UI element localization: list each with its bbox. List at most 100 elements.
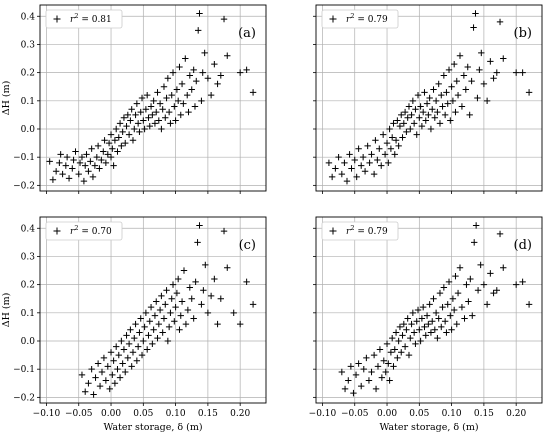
data-point [150, 97, 157, 105]
data-point [413, 131, 420, 138]
data-point [171, 318, 178, 325]
data-point [167, 120, 174, 127]
data-point [119, 128, 126, 136]
data-point [96, 382, 104, 390]
data-point [477, 261, 484, 269]
data-point [154, 334, 161, 342]
y-tick-label: −0.1 [13, 153, 35, 163]
data-point [392, 329, 400, 336]
data-point [351, 156, 358, 164]
data-point [110, 357, 117, 364]
data-point [345, 377, 352, 384]
data-point [129, 349, 137, 356]
data-point [398, 349, 405, 356]
data-point [112, 125, 120, 133]
legend-marker [329, 15, 337, 23]
data-point [364, 142, 371, 150]
panel-label: (d) [514, 238, 532, 253]
data-point [160, 83, 168, 90]
data-point [448, 326, 455, 333]
data-point [171, 103, 178, 110]
data-point [445, 278, 453, 286]
data-point [500, 55, 507, 62]
data-point [98, 156, 105, 164]
data-point [360, 365, 367, 373]
data-point [474, 287, 482, 294]
y-tick-label: −0.2 [13, 393, 35, 403]
data-point [178, 298, 186, 305]
data-point [370, 170, 378, 178]
axes-frame [39, 216, 267, 404]
data-point [436, 120, 444, 127]
x-tick-label: 0.05 [409, 409, 429, 419]
data-point [401, 343, 409, 350]
data-point [158, 292, 165, 300]
data-point [419, 303, 427, 311]
data-point [372, 385, 380, 393]
data-point [185, 108, 192, 116]
data-point [512, 281, 520, 288]
data-point [76, 159, 84, 167]
data-point [200, 287, 207, 294]
data-point [525, 89, 533, 96]
x-tick-label: 0.10 [166, 409, 186, 419]
data-point [133, 357, 141, 364]
data-point [186, 284, 194, 291]
data-point [466, 111, 473, 119]
data-point [132, 320, 139, 328]
data-point [63, 153, 71, 161]
data-point [204, 309, 212, 317]
data-point [162, 114, 169, 121]
data-point [458, 103, 466, 110]
data-point [82, 388, 89, 395]
x-tick-label: 0.20 [230, 409, 250, 419]
data-point [380, 357, 387, 364]
data-point [196, 222, 203, 229]
data-point [59, 170, 66, 178]
y-tick-label: 0.3 [21, 252, 36, 262]
data-point [383, 139, 391, 147]
y-tick-label: 0.1 [21, 309, 35, 319]
data-point [122, 368, 129, 376]
legend-label: r2 = 0.79 [346, 12, 388, 25]
data-point [124, 354, 132, 362]
data-point [378, 374, 386, 381]
data-point [134, 120, 142, 127]
data-point [386, 377, 393, 384]
data-point [385, 360, 392, 367]
data-point [372, 137, 379, 144]
data-point [427, 329, 435, 336]
axes-frame [39, 4, 267, 192]
data-point [78, 371, 86, 379]
data-point [111, 137, 119, 144]
data-point [462, 86, 470, 93]
y-tick-label: −0.1 [13, 365, 35, 375]
data-point [472, 10, 479, 17]
data-point [358, 382, 365, 390]
data-point [421, 89, 428, 96]
data-point [169, 281, 177, 288]
data-point [167, 309, 174, 317]
data-point [438, 323, 445, 331]
data-point [128, 106, 135, 113]
data-point [159, 329, 166, 336]
data-point [441, 111, 449, 119]
data-point [444, 100, 451, 107]
data-point [512, 69, 520, 76]
data-point [145, 332, 152, 339]
data-point [476, 66, 483, 74]
data-point [425, 111, 432, 119]
data-point [72, 148, 79, 155]
data-point [172, 303, 179, 311]
data-point [413, 318, 420, 325]
data-point [176, 63, 183, 71]
data-point [468, 77, 475, 85]
data-point [365, 377, 373, 384]
data-point [127, 117, 134, 124]
data-point [91, 162, 99, 169]
data-point [346, 151, 353, 158]
data-point [460, 72, 468, 79]
data-point [453, 320, 460, 328]
data-point [137, 315, 144, 322]
